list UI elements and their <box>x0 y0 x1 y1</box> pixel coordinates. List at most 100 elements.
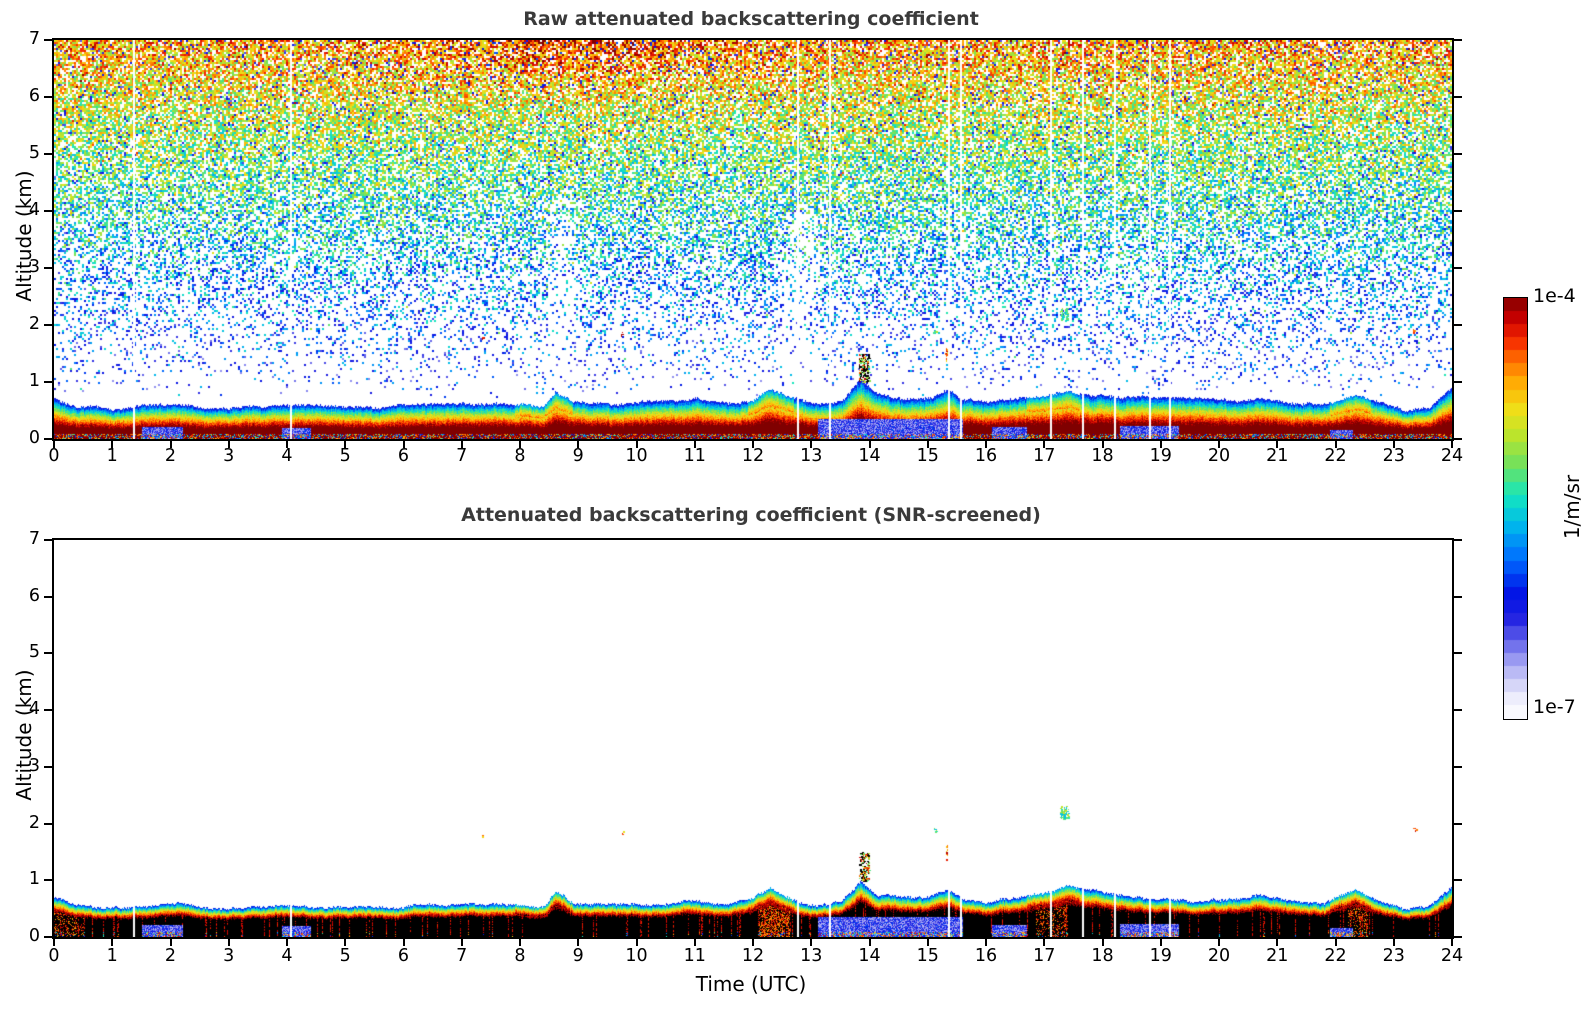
x-tick-label: 15 <box>916 946 939 966</box>
x-tick-label: 12 <box>741 946 765 966</box>
x-tick-mark <box>111 441 114 448</box>
y-tick-label: 1 <box>28 371 40 391</box>
x-tick-label: 24 <box>1440 446 1464 466</box>
colorbar <box>1503 297 1528 720</box>
colorbar-unit-label: 1/m/sr <box>1560 474 1584 540</box>
x-tick-label: 12 <box>741 446 765 466</box>
x-tick-mark <box>810 441 813 448</box>
x-tick-label: 4 <box>281 946 293 966</box>
y-tick-mark-right <box>1454 438 1462 440</box>
x-tick-label: 7 <box>456 446 468 466</box>
colorbar-gradient <box>1504 298 1527 719</box>
x-tick-mark <box>752 441 754 448</box>
x-tick-mark <box>519 939 521 946</box>
screened-backscatter-panel <box>52 538 1454 939</box>
y-tick-mark <box>44 936 52 938</box>
y-tick-label: 4 <box>28 699 40 720</box>
x-tick-label: 1 <box>106 446 118 466</box>
y-tick-label: 1 <box>28 869 40 890</box>
x-tick-label: 22 <box>1324 446 1347 466</box>
x-tick-mark <box>53 441 55 448</box>
x-tick-label: 18 <box>1091 946 1114 966</box>
x-tick-mark <box>460 939 463 946</box>
y-tick-mark <box>44 652 52 655</box>
y-tick-label: 5 <box>28 642 40 663</box>
x-tick-label: 17 <box>1033 446 1056 466</box>
x-tick-label: 18 <box>1091 446 1114 466</box>
x-tick-label: 24 <box>1440 946 1464 966</box>
x-tick-label: 6 <box>397 946 410 966</box>
y-tick-mark <box>44 438 52 440</box>
x-tick-mark <box>868 939 871 946</box>
x-tick-label: 23 <box>1382 946 1405 966</box>
x-tick-mark <box>286 441 288 448</box>
x-tick-mark <box>344 939 347 946</box>
y-tick-label: 2 <box>28 812 40 833</box>
y-tick-mark-right <box>1454 267 1462 269</box>
x-tick-mark <box>1159 939 1162 946</box>
y-tick-label: 3 <box>28 755 40 776</box>
x-tick-label: 15 <box>916 446 939 466</box>
y-tick-mark <box>44 539 52 541</box>
x-tick-label: 2 <box>164 946 177 966</box>
x-tick-label: 10 <box>625 946 648 966</box>
x-tick-label: 3 <box>223 446 235 466</box>
x-tick-mark <box>985 441 987 448</box>
x-tick-mark <box>985 939 987 946</box>
y-tick-mark <box>44 765 52 768</box>
x-tick-mark <box>53 939 55 946</box>
y-tick-mark-right <box>1454 210 1462 212</box>
x-tick-mark <box>1451 939 1453 946</box>
y-tick-mark-right <box>1454 595 1462 598</box>
y-tick-mark-right <box>1454 96 1462 98</box>
y-tick-label: 4 <box>28 200 40 220</box>
x-tick-mark <box>1218 441 1220 448</box>
x-tick-mark <box>577 441 580 448</box>
y-tick-mark-right <box>1454 765 1462 768</box>
y-tick-mark-right <box>1454 652 1462 655</box>
screened-panel-title: Attenuated backscattering coefficient (S… <box>461 504 1041 526</box>
x-tick-label: 10 <box>625 446 648 466</box>
x-tick-label: 20 <box>1207 446 1231 466</box>
screened-backscatter-heatmap <box>54 540 1452 937</box>
y-tick-label: 2 <box>28 314 40 334</box>
x-tick-mark <box>868 441 871 448</box>
x-tick-mark <box>752 939 754 946</box>
y-tick-label: 3 <box>28 257 40 277</box>
y-tick-label: 0 <box>28 428 40 448</box>
x-tick-label: 20 <box>1207 946 1231 966</box>
x-tick-label: 22 <box>1324 946 1347 966</box>
x-tick-mark <box>1334 441 1337 448</box>
x-tick-label: 5 <box>339 446 351 466</box>
x-tick-label: 8 <box>514 946 526 966</box>
x-tick-label: 6 <box>397 446 410 466</box>
x-tick-mark <box>635 939 638 946</box>
x-tick-label: 13 <box>800 446 823 466</box>
x-tick-label: 14 <box>858 946 881 966</box>
x-tick-mark <box>635 441 638 448</box>
x-tick-label: 21 <box>1266 446 1289 466</box>
y-tick-mark <box>44 210 52 212</box>
y-tick-mark-right <box>1454 381 1462 383</box>
x-tick-label: 4 <box>281 446 293 466</box>
x-tick-label: 7 <box>456 946 468 966</box>
y-tick-mark-right <box>1454 709 1462 712</box>
y-tick-mark-right <box>1454 936 1462 938</box>
x-tick-label: 16 <box>974 446 998 466</box>
x-tick-mark <box>810 939 813 946</box>
x-tick-mark <box>1276 939 1279 946</box>
x-tick-mark <box>1101 939 1104 946</box>
x-tick-mark <box>926 939 929 946</box>
y-tick-mark <box>44 595 52 598</box>
x-tick-label: 1 <box>106 946 118 966</box>
x-tick-label: 3 <box>223 946 235 966</box>
y-tick-mark-right <box>1454 39 1462 41</box>
y-tick-label: 7 <box>28 529 40 549</box>
raw-panel-title: Raw attenuated backscattering coefficien… <box>523 8 979 30</box>
y-tick-mark-right <box>1454 822 1462 825</box>
colorbar-max-label: 1e-4 <box>1533 285 1576 307</box>
x-tick-mark <box>227 441 230 448</box>
y-tick-mark-right <box>1454 153 1462 155</box>
x-tick-mark <box>1276 441 1279 448</box>
